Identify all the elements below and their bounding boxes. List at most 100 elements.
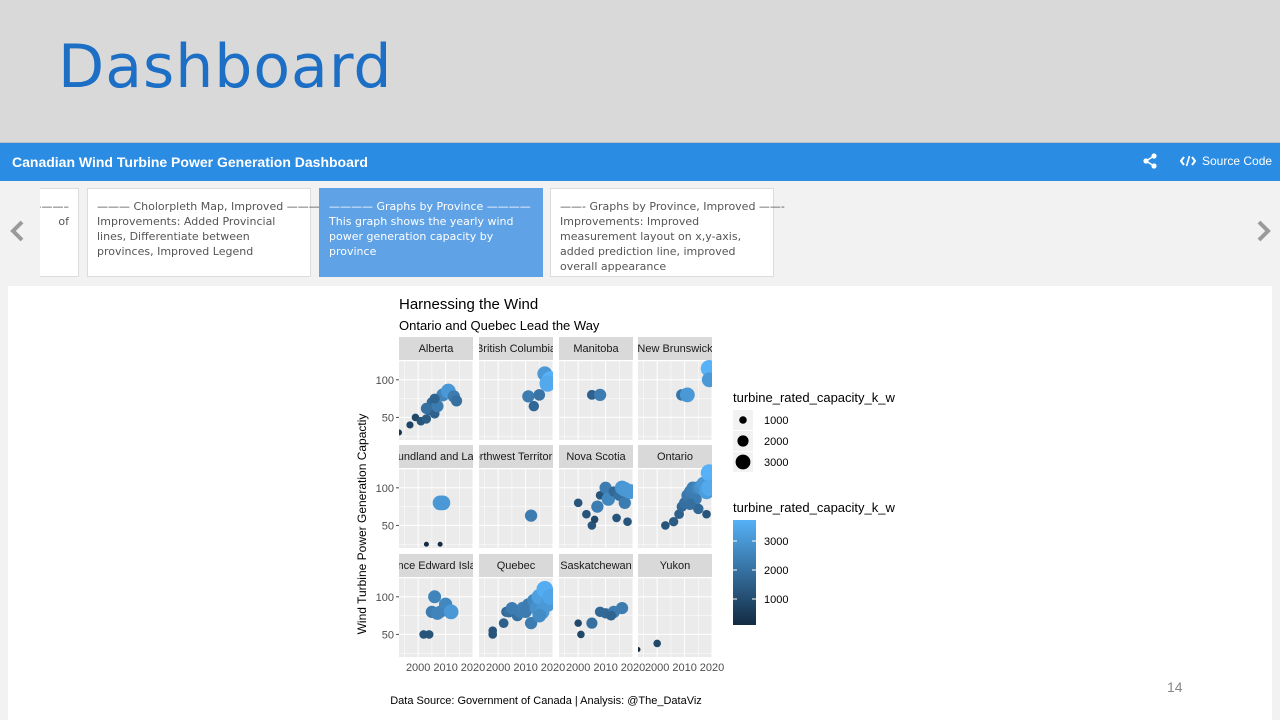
size-legend-label: 1000 [764,415,788,427]
x-tick-label: 2010 [433,662,457,674]
data-point [430,606,444,620]
size-legend-label: 3000 [764,457,788,469]
data-point [428,590,442,604]
facet-strip-label: Quebec [497,560,536,572]
facet-strip [479,337,553,360]
data-point [528,400,540,412]
data-point [420,402,432,414]
slide-header: Dashboard [0,0,1280,143]
facet-panel [479,469,553,548]
storyboard-card-1[interactable]: ——— Cholorpleth Map, Improved ——— Improv… [87,188,320,277]
facet-strip-label: Nova Scotia [566,451,626,463]
color-legend-label: 3000 [764,536,788,548]
storyboard-card-2[interactable]: ———— Graphs by Province ———— This graph … [319,188,543,277]
facet-strip-label: Alberta [419,343,455,355]
dashboard-title: Canadian Wind Turbine Power Generation D… [12,154,368,170]
facet-strip [559,554,633,577]
source-code-label: Source Code [1202,154,1273,168]
data-point [542,588,553,605]
data-point [623,517,632,526]
facet-strip-label: Northwest Territories [466,451,567,463]
storyboard-cards: ———– of ——— Cholorpleth Map, Improved ——… [40,188,1240,278]
size-legend-dot [735,454,751,470]
y-tick-label: 50 [382,629,394,641]
page-number: 14 [1167,679,1183,695]
facet-strip [479,554,553,577]
facet-panel [559,361,633,440]
dashboard-navbar: Canadian Wind Turbine Power Generation D… [0,143,1280,181]
data-point [505,601,519,615]
facet-strip [559,445,633,468]
chevron-left-icon[interactable] [6,219,30,243]
data-point [406,421,414,429]
data-point [399,429,403,436]
size-legend-dot [739,416,747,424]
data-point [693,503,704,515]
data-point [617,481,633,497]
storyboard-card-0[interactable]: ———– of [40,188,79,277]
facet-strip-label: Saskatchewan [560,560,632,572]
color-legend-title: turbine_rated_capacity_k_w [733,500,895,515]
facet-strip [638,337,712,360]
facet-strip-label: New Brunswick [637,343,713,355]
chart-caption: Data Source: Government of Canada | Anal… [390,695,702,707]
chart-content: Harnessing the Wind Ontario and Quebec Le… [8,286,1272,720]
data-point [590,515,599,524]
data-point [700,464,712,482]
data-point [586,389,597,400]
data-point [618,496,631,509]
source-code-link[interactable]: Source Code [1180,154,1272,168]
wind-scatter-chart: Harnessing the Wind Ontario and Quebec Le… [355,296,895,707]
x-tick-label: 2000 [486,662,510,674]
facet-strip-label: Ontario [657,451,693,463]
x-tick-label: 2010 [513,662,537,674]
data-point [612,513,621,523]
y-tick-label: 100 [376,483,394,495]
data-point [668,516,679,527]
x-tick-label: 2020 [700,662,724,674]
facet-strip [638,445,712,468]
y-axis-label: Wind Turbine Power Generation Capactiy [355,414,369,635]
storyboard-card-3[interactable]: ——- Graphs by Province, Improved ——- Imp… [550,188,785,277]
chevron-right-icon[interactable] [1251,219,1275,243]
data-point [587,521,597,530]
data-point [437,541,443,547]
facet-strip [559,337,633,360]
facet-strip [399,554,473,577]
data-point [606,610,617,621]
data-point [573,498,583,508]
facet-strip [479,445,553,468]
facet-strip-label: Newfoundland and Labrador [367,451,506,463]
facet-strip [399,445,473,468]
data-point [638,646,641,652]
size-legend-title: turbine_rated_capacity_k_w [733,390,895,405]
share-icon[interactable] [1142,153,1158,169]
data-point [532,608,547,623]
data-point [435,495,451,511]
facet-strip-label: Prince Edward Island [384,560,488,572]
data-point [522,390,535,403]
data-point [423,541,429,547]
data-point [421,414,432,424]
size-legend-label: 2000 [764,436,788,448]
data-point [498,618,509,629]
y-tick-label: 50 [382,412,394,424]
data-point [577,630,585,639]
facet-panel [638,578,712,657]
facet-strip-label: Yukon [660,560,691,572]
data-point [591,500,604,513]
data-point [661,521,670,530]
data-point [533,389,546,401]
storyboard-navigator: ———– of ——— Cholorpleth Map, Improved ——… [0,181,1280,283]
facet-panel [638,361,712,440]
data-point [488,626,498,635]
x-tick-label: 2000 [406,662,430,674]
x-tick-label: 2020 [621,662,645,674]
data-point [679,387,695,403]
data-point [586,617,598,629]
chart-subtitle: Ontario and Quebec Lead the Way [399,318,600,333]
data-point [615,601,629,615]
facet-panel [559,578,633,657]
facet-strip [399,337,473,360]
x-tick-label: 2010 [672,662,696,674]
